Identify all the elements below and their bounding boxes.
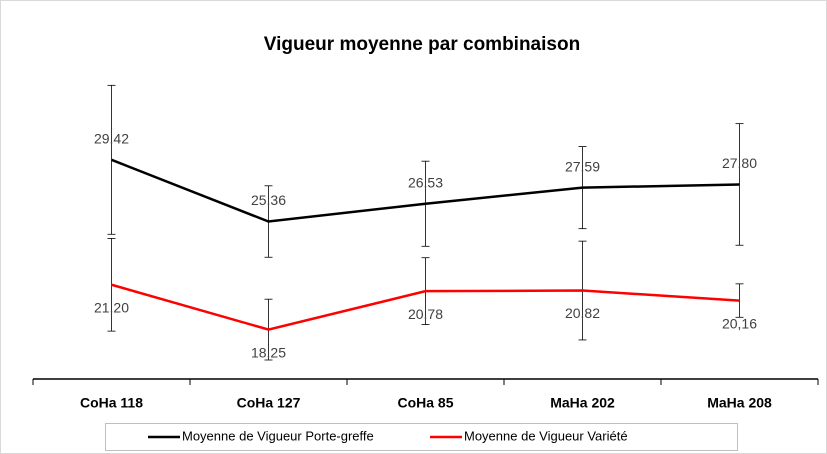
series-line [111, 283, 740, 331]
data-label: 18,25 [251, 344, 286, 360]
data-label: 20,16 [722, 315, 757, 331]
x-tick-label: MaHa 202 [550, 395, 615, 411]
legend-box [105, 423, 738, 451]
data-label: 29,42 [94, 131, 129, 147]
data-label: 26,53 [408, 174, 443, 190]
chart-title: Vigueur moyenne par combinaison [264, 34, 580, 55]
data-label: 20,82 [565, 305, 600, 321]
legend-label: Moyenne de Vigueur Porte-greffe [182, 428, 374, 443]
data-label: 27,80 [722, 155, 757, 171]
data-label: 20,78 [408, 306, 443, 322]
data-label: 27,59 [565, 158, 600, 174]
x-tick-label: CoHa 127 [237, 395, 301, 411]
data-label: 25,36 [251, 192, 286, 208]
x-tick-label: CoHa 85 [397, 395, 453, 411]
series-line [111, 158, 740, 223]
x-tick-label: CoHa 118 [80, 395, 143, 411]
legend-label: Moyenne de Vigueur Variété [464, 428, 628, 443]
data-label: 21,20 [94, 299, 129, 315]
x-tick-label: MaHa 208 [707, 395, 772, 411]
